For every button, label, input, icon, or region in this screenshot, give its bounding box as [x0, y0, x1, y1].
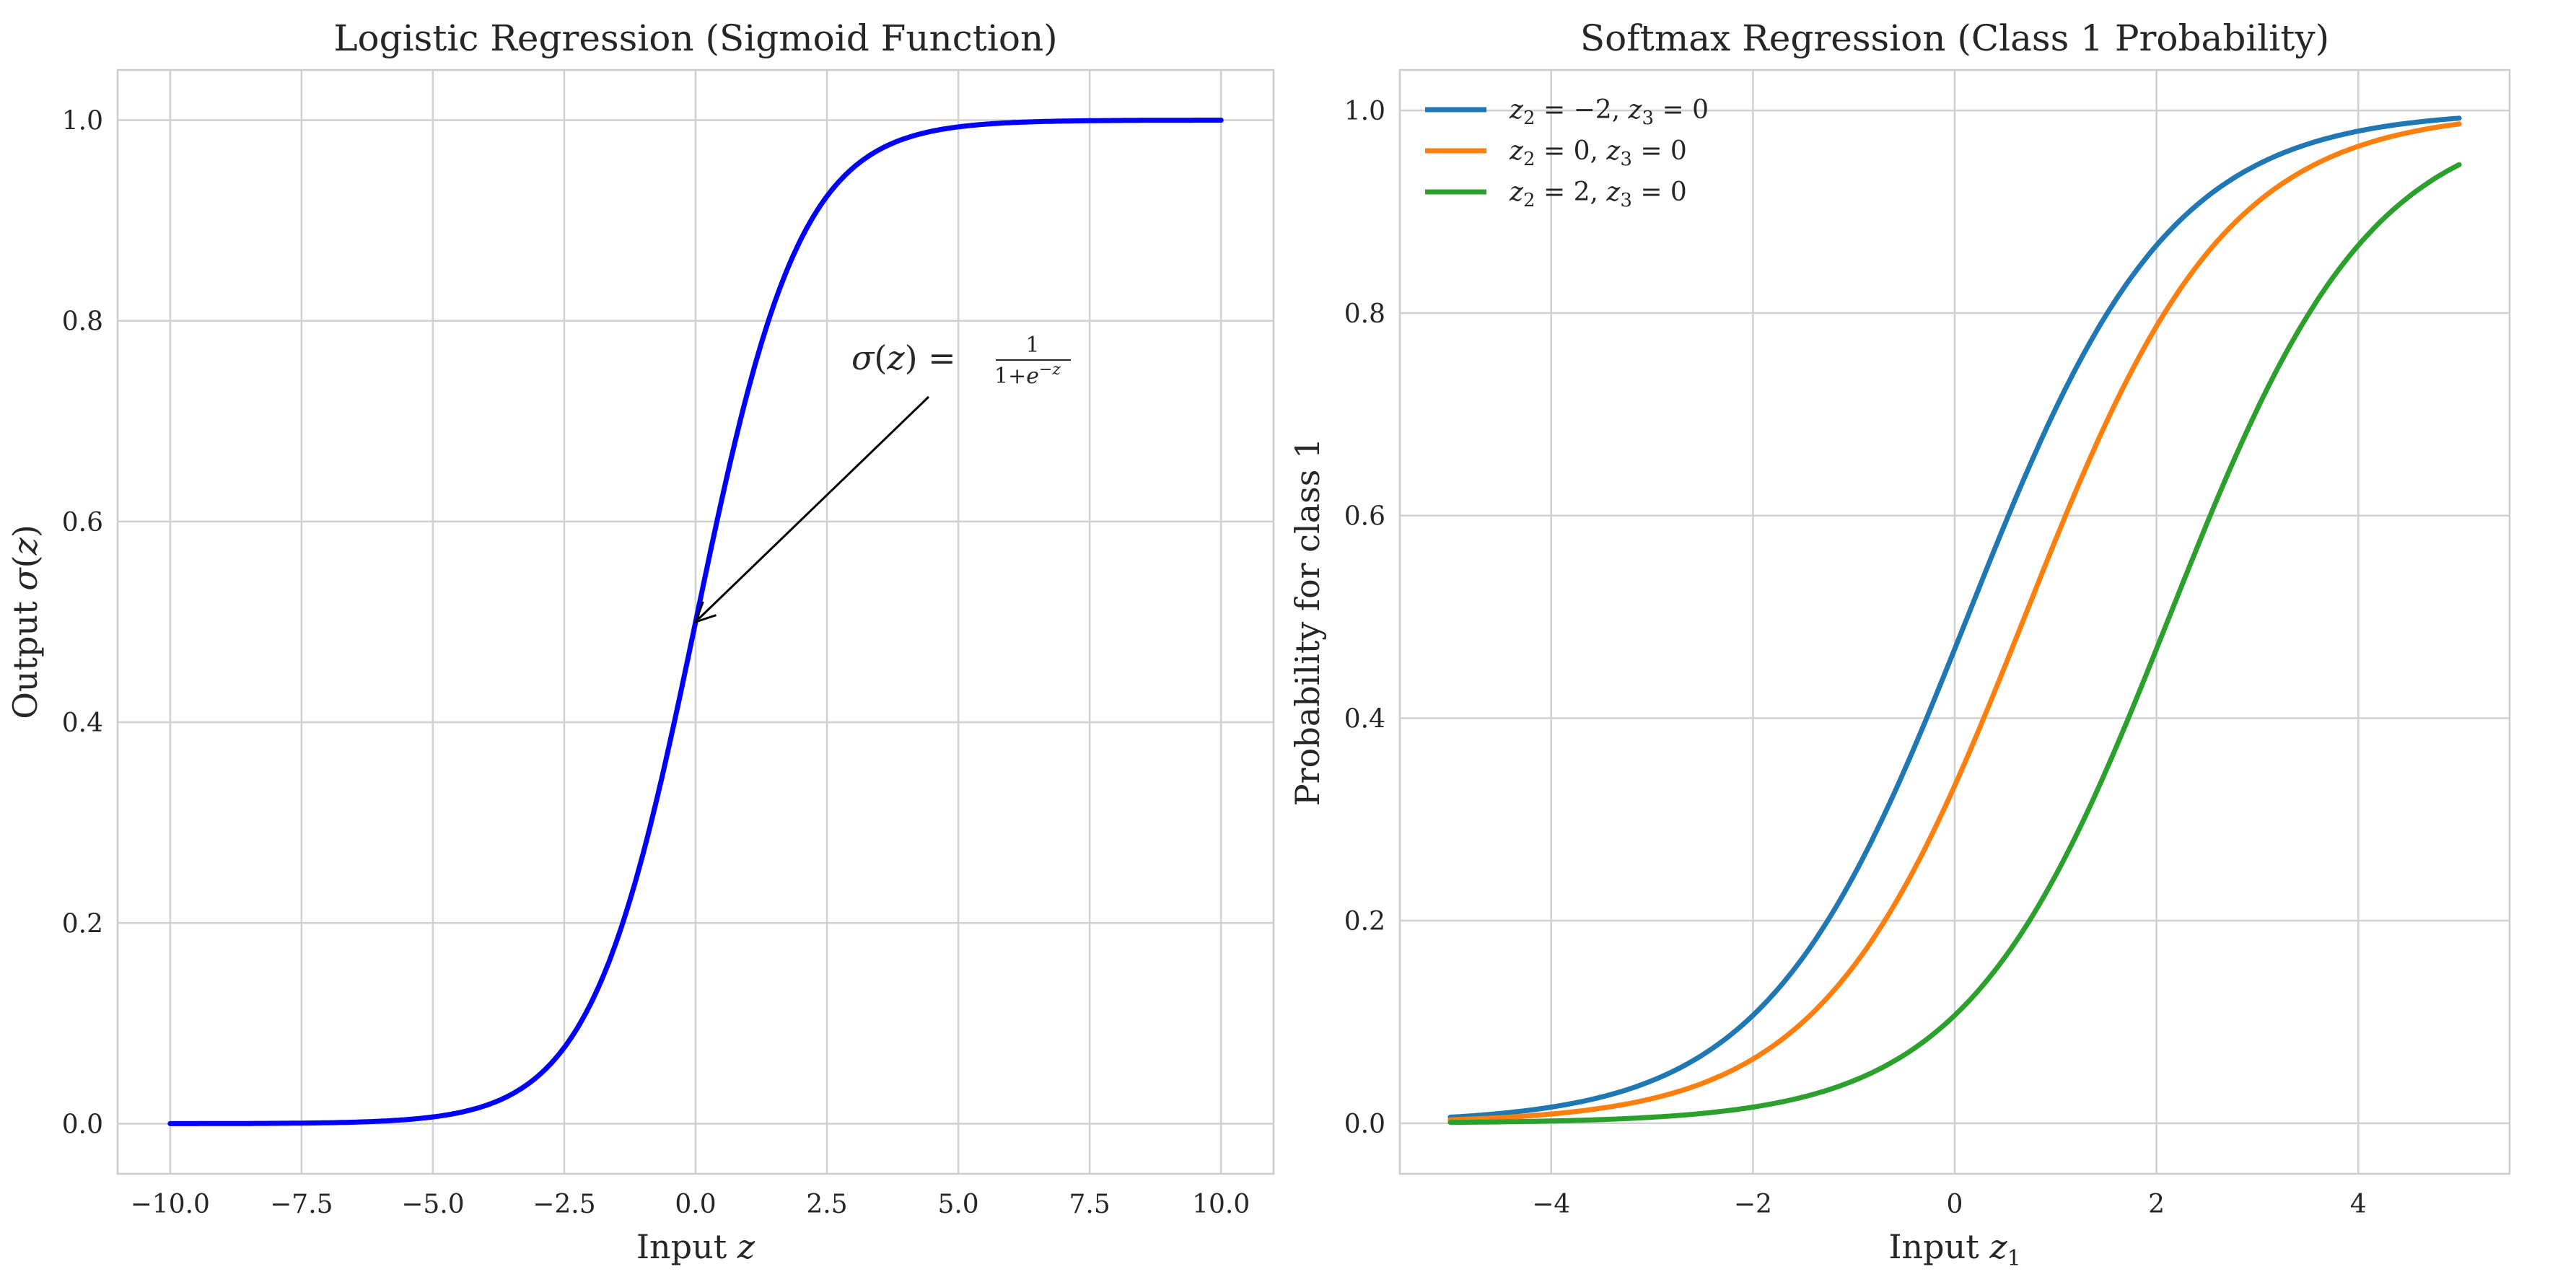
- x-tick-label: −10.0: [131, 1190, 210, 1219]
- y-tick-label: 0.4: [1344, 704, 1385, 734]
- x-tick-label: −2: [1734, 1190, 1772, 1219]
- series-line-1: [1447, 115, 2462, 1120]
- annotation-denominator: 1+e−z: [994, 361, 1061, 389]
- y-tick-label: 0.0: [1344, 1110, 1385, 1139]
- legend-entry-1: z2 = −2, z3 = 0: [1509, 95, 1709, 129]
- chart-2: −4 −2 0 2 4 0.0 0.2 0.4 0.6 0.8 1.0 Softmax Regress…: [1288, 17, 2511, 1271]
- x-axis-label: Input z: [636, 1227, 755, 1266]
- series-lines: [1447, 115, 2462, 1125]
- chart-1: −10.0 −7.5 −5.0 −2.5 0.0 2.5 5.0 7.5 10.0 0.0 0.2 0…: [6, 17, 1275, 1266]
- x-tick-label: 0.0: [675, 1190, 716, 1219]
- y-tick-label: 0.2: [1344, 907, 1385, 936]
- gridlines: [1400, 70, 2510, 1174]
- y-tick-label: 1.0: [62, 107, 103, 136]
- x-tick-label: 10.0: [1192, 1190, 1250, 1219]
- y-tick-label: 0.0: [62, 1110, 103, 1139]
- x-tick-label: 2: [2148, 1190, 2165, 1219]
- legend: z2 = −2, z3 = 0 z2 = 0, z3 = 0 z2 = 2, z3 …: [1425, 95, 1709, 211]
- series-line-3: [1447, 162, 2462, 1125]
- x-tick-label: 0: [1947, 1190, 1963, 1219]
- x-tick-label: −5.0: [401, 1190, 464, 1219]
- y-tick-label: 0.8: [1344, 299, 1385, 329]
- x-tick-label: −7.5: [270, 1190, 333, 1219]
- series-line-2: [1447, 121, 2462, 1123]
- x-tick-label: 7.5: [1069, 1190, 1110, 1219]
- plot-frame: [1398, 69, 2511, 1175]
- chart-title: Softmax Regression (Class 1 Probability): [1580, 17, 2329, 59]
- y-tick-label: 0.8: [62, 307, 103, 337]
- x-tick-label: 2.5: [806, 1190, 847, 1219]
- annotation-arrowhead: [693, 601, 717, 624]
- annotation-lhs: σ(z) =: [851, 338, 956, 377]
- legend-entry-3: z2 = 2, z3 = 0: [1509, 177, 1687, 211]
- x-tick-label: −2.5: [533, 1190, 595, 1219]
- annotation-numerator: 1: [1025, 333, 1039, 358]
- plot-frame: [116, 69, 1275, 1175]
- x-tick-label: −4: [1532, 1190, 1570, 1219]
- x-axis-label: Input z1: [1888, 1227, 2020, 1271]
- y-axis-label: Probability for class 1: [1288, 438, 1327, 807]
- y-axis-label: Output σ(z): [6, 525, 45, 719]
- annotation: σ(z) = 1 1+e−z: [693, 333, 1071, 624]
- annotation-arrow: [697, 395, 930, 620]
- chart-title: Logistic Regression (Sigmoid Function): [333, 17, 1057, 59]
- x-tick-label: 5.0: [937, 1190, 978, 1219]
- x-tick-label: 4: [2350, 1190, 2367, 1219]
- legend-entry-2: z2 = 0, z3 = 0: [1509, 136, 1687, 170]
- y-tick-label: 0.6: [62, 508, 103, 537]
- y-tick-label: 0.4: [62, 708, 103, 738]
- y-tick-label: 0.2: [62, 909, 103, 939]
- y-tick-label: 0.6: [1344, 502, 1385, 532]
- y-tick-label: 1.0: [1344, 97, 1385, 126]
